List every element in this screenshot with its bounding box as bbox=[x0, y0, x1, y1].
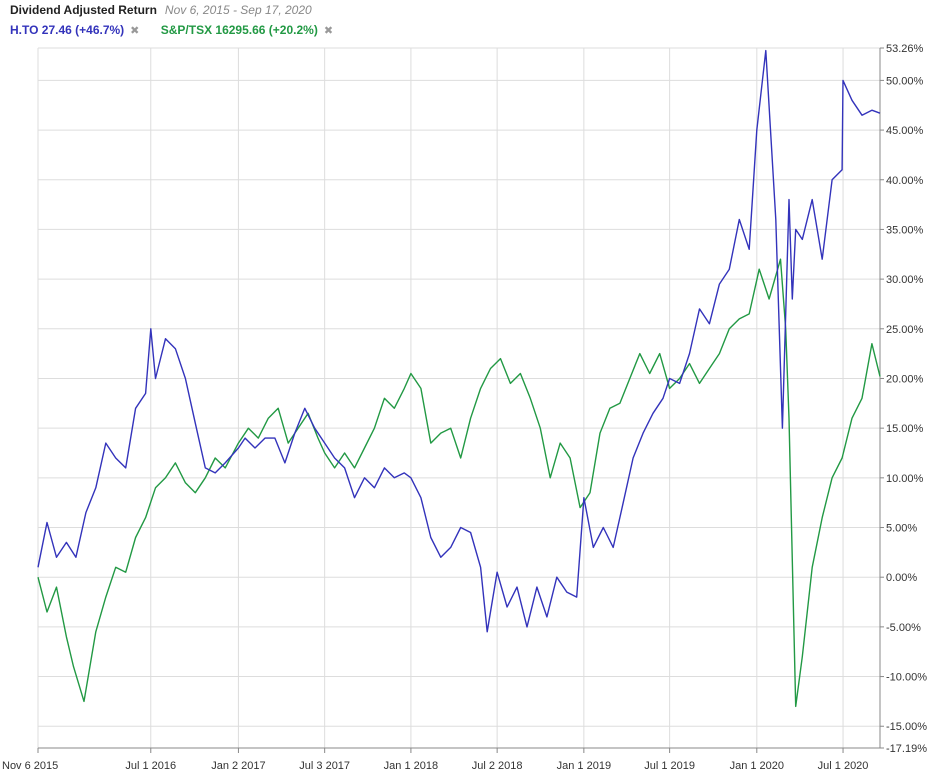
x-tick-label: Jan 1 2020 bbox=[730, 760, 784, 772]
legend-label-tsx: S&P/TSX 16295.66 (+20.2%) bbox=[160, 23, 318, 37]
x-tick-label: Nov 6 2015 bbox=[2, 760, 58, 772]
y-tick-label: 53.26% bbox=[886, 43, 924, 55]
chart-title: Dividend Adjusted Return bbox=[10, 3, 157, 17]
y-tick-label: 30.00% bbox=[886, 274, 924, 286]
y-tick-label: 50.00% bbox=[886, 75, 924, 87]
y-tick-label: 5.00% bbox=[886, 523, 917, 535]
title-row: Dividend Adjusted Return Nov 6, 2015 - Se… bbox=[10, 3, 312, 18]
legend-label-hto: H.TO 27.46 (+46.7%) bbox=[10, 23, 125, 37]
y-tick-label: -10.00% bbox=[886, 672, 927, 684]
x-tick-label: Jul 1 2016 bbox=[125, 760, 176, 772]
series-line-tsx bbox=[37, 258, 881, 708]
x-tick-label: Jan 2 2017 bbox=[211, 760, 265, 772]
x-tick-label: Jul 3 2017 bbox=[299, 760, 350, 772]
remove-series-hto-icon[interactable]: ✖ bbox=[130, 25, 140, 37]
y-tick-label: 0.00% bbox=[886, 572, 917, 584]
y-tick-label: -17.19% bbox=[886, 743, 927, 755]
x-tick-label: Jul 2 2018 bbox=[472, 760, 523, 772]
x-tick-label: Jan 1 2019 bbox=[557, 760, 611, 772]
y-tick-label: 25.00% bbox=[886, 324, 924, 336]
x-tick-label: Jan 1 2018 bbox=[384, 760, 438, 772]
chart-subtitle: Nov 6, 2015 - Sep 17, 2020 bbox=[164, 3, 312, 17]
chart-header: Dividend Adjusted Return Nov 6, 2015 - Se… bbox=[10, 3, 930, 41]
series-line-hto bbox=[37, 49, 881, 633]
y-tick-label: 35.00% bbox=[886, 224, 924, 236]
x-tick-label: Jul 1 2019 bbox=[644, 760, 695, 772]
remove-series-tsx-icon[interactable]: ✖ bbox=[323, 25, 334, 37]
plot-area bbox=[38, 48, 880, 748]
x-tick-label: Jul 1 2020 bbox=[818, 760, 869, 772]
legend-item-hto[interactable]: H.TO 27.46 (+46.7%) ✖ bbox=[10, 23, 139, 39]
y-tick-label: 10.00% bbox=[886, 473, 924, 485]
y-tick-label: 45.00% bbox=[886, 125, 924, 137]
legend: H.TO 27.46 (+46.7%) ✖ S&P/TSX 16295.66 (+… bbox=[10, 23, 351, 39]
y-tick-label: 40.00% bbox=[886, 175, 924, 187]
y-tick-label: 20.00% bbox=[886, 373, 924, 385]
legend-item-tsx[interactable]: S&P/TSX 16295.66 (+20.2%) ✖ bbox=[161, 23, 333, 39]
y-tick-label: -15.00% bbox=[886, 721, 927, 733]
y-tick-label: -5.00% bbox=[886, 622, 921, 634]
y-tick-label: 15.00% bbox=[886, 423, 924, 435]
